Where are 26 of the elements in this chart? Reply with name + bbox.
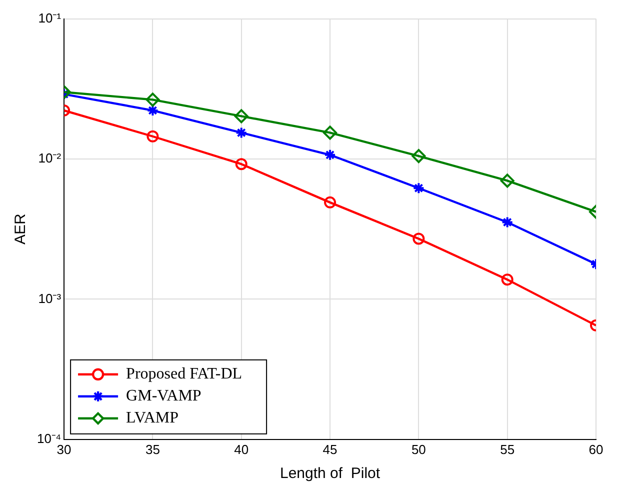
y-tick-label: 10⁻² [38,150,62,166]
x-axis-title: Length of Pilot [280,465,381,482]
x-tick-label: 40 [234,442,249,457]
point [235,158,248,170]
point [412,182,425,194]
point [324,148,336,161]
x-tick-label: 50 [411,442,426,457]
legend-label: LVAMP [126,410,179,427]
legend-label: GM-VAMP [126,388,202,405]
point [412,149,426,164]
point [500,174,514,188]
point [234,109,248,124]
point [323,126,338,140]
x-tick-label: 45 [322,442,338,457]
y-tick-label: 10⁻³ [38,290,62,306]
point [412,232,425,245]
point [324,196,336,208]
x-tick-label: 35 [145,442,160,457]
point [501,216,514,228]
legend-label: Proposed FAT-DL [126,366,242,383]
y-axis-title: AER [12,214,30,245]
point [501,274,514,286]
y-tick-label: 10⁻¹ [38,10,62,26]
point [235,126,248,139]
x-tick-label: 60 [588,442,604,457]
x-tick-label: 55 [500,442,515,457]
